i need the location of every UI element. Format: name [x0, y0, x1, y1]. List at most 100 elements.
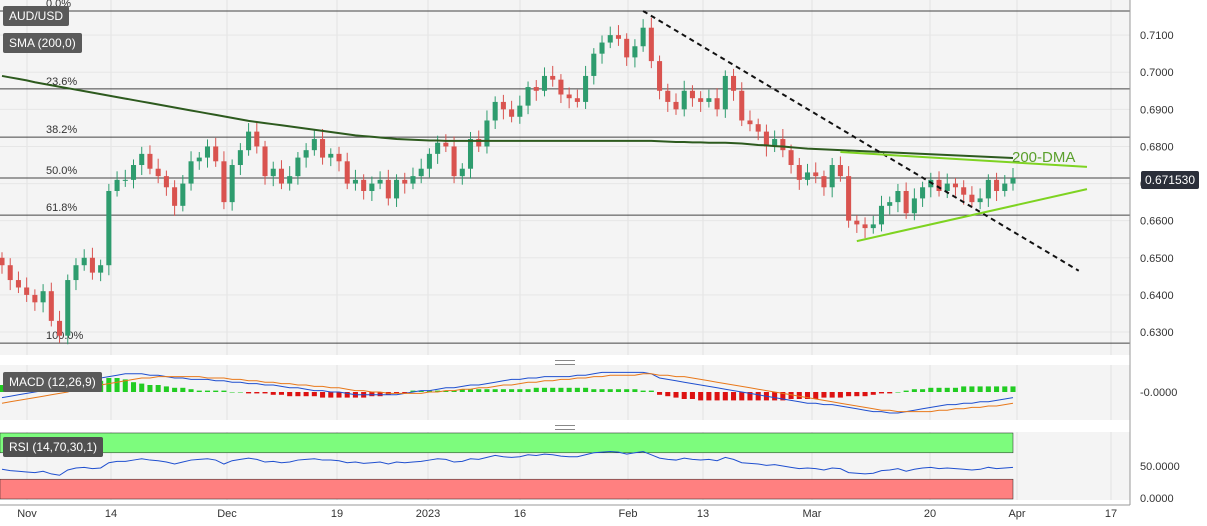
macd-histogram-bar — [878, 392, 885, 394]
macd-histogram-bar — [443, 390, 449, 392]
candle-body — [911, 198, 917, 214]
macd-histogram-bar — [402, 392, 408, 394]
fib-label: 100.0% — [46, 330, 84, 342]
candle-body — [15, 280, 21, 288]
candle-body — [903, 190, 909, 214]
macd-histogram-bar — [731, 392, 737, 401]
macd-histogram-bar — [566, 387, 572, 392]
macd-histogram-bar — [607, 389, 613, 392]
overlays: 200-DMA — [1, 10, 1088, 272]
candle-body — [689, 90, 695, 99]
candle-body — [246, 131, 252, 151]
macd-histogram-bar — [632, 389, 638, 392]
macd-histogram-bar — [229, 392, 235, 393]
x-tick-label: 20 — [924, 508, 936, 520]
candle-body — [747, 120, 753, 125]
macd-histogram-bar — [533, 387, 539, 392]
macd-histogram-bar — [747, 392, 753, 401]
sma-indicator-tag[interactable]: SMA (200,0) — [3, 33, 82, 53]
macd-histogram-bar — [615, 389, 621, 392]
candle-body — [500, 101, 506, 110]
symbol-tag[interactable]: AUD/USD — [3, 6, 70, 26]
x-tick-label: 2023 — [416, 508, 440, 520]
candle-body — [320, 139, 326, 158]
candle-body — [155, 168, 161, 177]
macd-histogram-bar — [928, 387, 934, 392]
macd-histogram-bar — [410, 390, 416, 392]
candle-body — [583, 75, 589, 102]
candle-body — [574, 98, 580, 102]
rsi-indicator-tag[interactable]: RSI (14,70,30,1) — [3, 437, 104, 457]
y-tick-label: 0.6300 — [1140, 327, 1174, 339]
candle-body — [237, 150, 243, 166]
macd-indicator-tag[interactable]: MACD (12,26,9) — [3, 372, 102, 392]
macd-histogram-bar — [583, 387, 589, 392]
y-tick-label: 0.6400 — [1140, 290, 1174, 302]
x-tick-label: Nov — [17, 508, 37, 520]
macd-histogram-bar — [0, 385, 5, 392]
macd-histogram-bar — [180, 387, 186, 392]
candle-body — [48, 291, 54, 321]
candle-body — [172, 187, 178, 206]
candle-body — [278, 168, 284, 184]
candle-body — [887, 202, 893, 206]
sma200-line — [1, 74, 1014, 159]
pane-splitter[interactable] — [555, 425, 575, 430]
macd-histogram-bar — [196, 390, 202, 392]
macd-histogram-bar — [780, 392, 786, 401]
macd-histogram-bar — [213, 390, 219, 392]
candle-body — [763, 131, 769, 147]
macd-histogram-bar — [492, 389, 498, 392]
candle-body — [533, 87, 539, 91]
macd-histogram-bar — [772, 392, 778, 401]
trendline-support — [856, 188, 1088, 243]
macd-histogram-bar — [147, 385, 153, 392]
macd-histogram-bar — [961, 386, 967, 392]
macd-histogram-bar — [262, 392, 268, 394]
candle-body — [484, 120, 490, 147]
candle-body — [287, 176, 293, 184]
candle-body — [632, 46, 638, 58]
candle-body — [837, 165, 843, 177]
candle-body — [706, 98, 712, 102]
macd-histogram-bar — [451, 390, 457, 392]
candle-body — [377, 179, 383, 184]
macd-histogram-bar — [920, 389, 926, 392]
candle-body — [566, 94, 572, 99]
candle-body — [944, 183, 950, 191]
candle-body — [755, 124, 761, 132]
macd-histogram-bar — [689, 392, 695, 399]
candle-body — [804, 172, 811, 180]
candle-body — [328, 153, 334, 158]
pane-splitter[interactable] — [555, 360, 575, 365]
x-tick-label: Apr — [1008, 508, 1025, 520]
candle-body — [878, 205, 885, 225]
candle-body — [829, 165, 835, 188]
macd-histogram-bar — [846, 392, 852, 397]
candle-body — [270, 168, 276, 177]
macd-histogram-bar — [558, 387, 564, 392]
candle-body — [7, 265, 13, 281]
macd-histogram-bar — [426, 390, 432, 392]
candle-body — [180, 183, 186, 206]
macd-histogram-bar — [130, 382, 137, 392]
macd-histogram-bar — [106, 378, 112, 392]
axes: 0.71000.70000.69000.68000.67000.66000.65… — [0, 0, 1180, 520]
candle-body — [665, 90, 671, 102]
fibonacci-levels: 0.0%23.6%38.2%50.0%61.8%100.0% — [0, 0, 1130, 344]
macd-histogram-bar — [681, 392, 687, 399]
candle-body — [369, 183, 375, 191]
candle-body — [648, 27, 654, 62]
macd-histogram-bar — [722, 392, 728, 401]
macd-histogram-bar — [500, 389, 506, 392]
candle-body — [24, 287, 30, 295]
macd-histogram-bar — [246, 392, 252, 394]
macd-histogram-bar — [977, 386, 983, 392]
candle-body — [344, 161, 350, 184]
candle-body — [1002, 183, 1008, 191]
macd-histogram-bar — [895, 392, 901, 393]
candle-body — [114, 179, 120, 191]
rsi-y-tick-label: 50.0000 — [1140, 461, 1180, 473]
candle-body — [821, 176, 827, 188]
